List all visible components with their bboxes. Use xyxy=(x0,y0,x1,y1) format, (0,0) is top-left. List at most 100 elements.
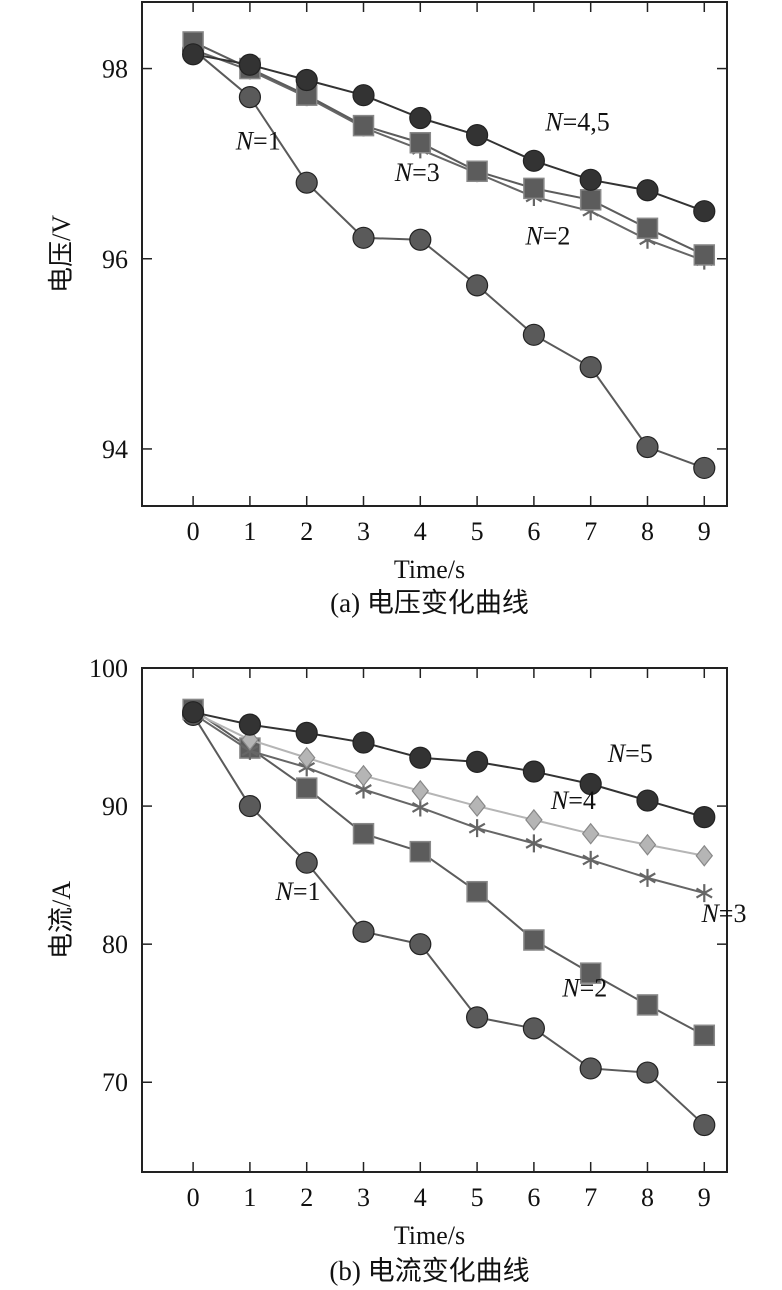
data-point xyxy=(182,43,205,66)
x-tick-label: 0 xyxy=(187,517,200,546)
chart-caption: (a) 电压变化曲线 xyxy=(330,588,529,618)
series-line xyxy=(192,711,705,819)
x-tick-label: 6 xyxy=(527,517,540,546)
data-point xyxy=(409,106,432,130)
data-point xyxy=(582,850,600,869)
data-point xyxy=(522,149,545,172)
series-n-3 xyxy=(182,31,716,266)
x-tick-label: 9 xyxy=(698,1183,711,1212)
data-point xyxy=(693,244,716,266)
data-point xyxy=(238,85,262,109)
data-point xyxy=(523,177,545,200)
x-tick-label: 4 xyxy=(414,517,427,546)
series-line xyxy=(192,53,705,213)
series-n-1 xyxy=(182,38,716,480)
series-annotation: N=4 xyxy=(550,786,596,815)
y-tick-label: 90 xyxy=(102,792,128,821)
data-point xyxy=(522,1017,545,1040)
x-tick-label: 8 xyxy=(641,517,654,546)
data-point xyxy=(295,777,318,799)
data-point xyxy=(465,750,489,773)
x-tick-label: 6 xyxy=(527,1183,540,1212)
data-point xyxy=(352,226,375,249)
data-point xyxy=(636,1061,659,1084)
data-point xyxy=(636,179,659,202)
x-tick-label: 3 xyxy=(357,1183,370,1212)
y-axis-title: 电压/V xyxy=(47,215,76,293)
series-annotation: N=3 xyxy=(394,158,440,187)
x-tick-label: 7 xyxy=(584,517,597,546)
series-annotation: N=4,5 xyxy=(544,107,610,136)
data-point xyxy=(409,131,432,154)
y-tick-label: 94 xyxy=(102,435,128,464)
x-tick-label: 2 xyxy=(300,517,313,546)
data-point xyxy=(579,189,602,211)
data-point xyxy=(352,822,375,845)
y-tick-label: 96 xyxy=(102,245,128,274)
data-point xyxy=(693,1113,716,1137)
series-annotation: N=2 xyxy=(524,221,570,250)
data-point xyxy=(522,323,545,346)
data-point xyxy=(638,833,657,856)
data-point xyxy=(182,701,205,724)
data-point xyxy=(352,920,375,943)
data-point xyxy=(579,1057,602,1080)
data-point xyxy=(466,160,488,183)
data-point xyxy=(693,200,716,223)
data-point xyxy=(465,1006,489,1029)
data-point xyxy=(525,834,543,853)
data-point xyxy=(409,746,432,769)
data-point xyxy=(695,844,714,867)
data-point xyxy=(352,114,375,137)
data-point xyxy=(579,356,602,379)
data-point xyxy=(693,456,716,480)
data-point xyxy=(639,868,656,887)
data-point xyxy=(636,217,659,240)
series-n-5 xyxy=(182,701,716,829)
data-point xyxy=(693,806,716,829)
data-point xyxy=(295,171,318,194)
data-point xyxy=(238,53,262,76)
y-tick-label: 100 xyxy=(89,654,128,683)
data-point xyxy=(581,822,600,845)
plot-frame xyxy=(141,1,728,507)
x-axis-title: Time/s xyxy=(394,555,465,584)
y-tick-label: 80 xyxy=(102,930,128,959)
y-tick-label: 70 xyxy=(102,1068,128,1097)
data-point xyxy=(354,764,373,787)
data-point xyxy=(409,228,432,251)
data-point xyxy=(636,789,659,812)
series-annotation: N=2 xyxy=(561,974,607,1003)
data-point xyxy=(468,819,486,838)
series-line xyxy=(192,712,705,895)
data-point xyxy=(579,772,602,796)
data-point xyxy=(579,962,602,984)
data-point xyxy=(525,808,543,831)
x-tick-label: 8 xyxy=(641,1183,654,1212)
series-annotation: N=3 xyxy=(700,899,746,928)
data-point xyxy=(411,779,430,802)
plot-frame xyxy=(141,667,728,1173)
data-point xyxy=(238,794,262,818)
x-axis-title: Time/s xyxy=(394,1221,465,1250)
x-tick-label: 7 xyxy=(584,1183,597,1212)
data-point xyxy=(409,933,432,956)
y-axis-title: 电流/A xyxy=(47,881,76,959)
x-tick-label: 2 xyxy=(300,1183,313,1212)
data-point xyxy=(522,760,545,783)
chart-caption: (b) 电流变化曲线 xyxy=(329,1256,529,1286)
data-point xyxy=(523,929,545,951)
x-tick-label: 5 xyxy=(471,517,484,546)
series-annotation: N=1 xyxy=(235,126,281,155)
series-line xyxy=(192,714,705,1126)
data-point xyxy=(695,884,713,903)
x-tick-label: 5 xyxy=(471,1183,484,1212)
series-line xyxy=(192,711,705,857)
series-line xyxy=(192,48,705,469)
series-annotation: N=1 xyxy=(274,877,320,906)
data-point xyxy=(465,124,489,147)
x-tick-label: 0 xyxy=(187,1183,200,1212)
series-line xyxy=(192,708,705,1037)
data-point xyxy=(579,168,602,191)
